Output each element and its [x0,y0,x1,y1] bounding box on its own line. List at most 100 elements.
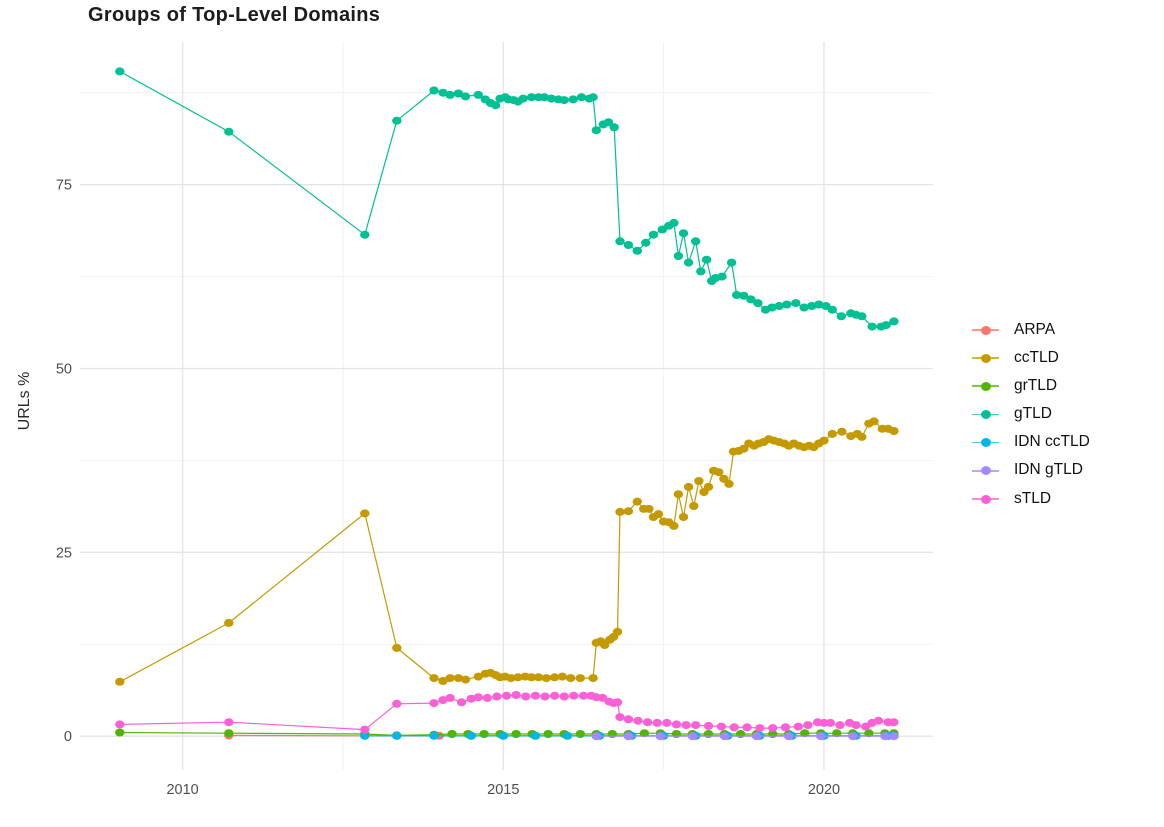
legend-key-icon [972,351,999,365]
data-point-stld [742,723,752,732]
legend-label: ARPA [1014,320,1056,338]
data-point-stld [473,693,483,702]
data-point-stld [716,722,727,731]
data-point-stld [652,718,662,727]
legend-key-icon [972,463,999,477]
data-point-stld [729,723,739,732]
data-point-gtld [526,93,537,102]
data-point-stld [530,691,541,700]
data-point-cctld [623,507,634,516]
legend-item-stld: sTLD [972,488,1090,509]
data-point-gtld [889,317,899,326]
data-point-cctld [429,674,439,683]
data-point-gtld [791,299,801,308]
legend-key-icon [972,379,999,393]
data-point-gtld [881,321,891,330]
data-point-gtld [429,86,439,95]
data-point-idn-gtld [623,732,634,741]
data-point-gtld [753,299,763,308]
data-point-idn-cctld [530,731,541,740]
data-point-gtld [867,322,877,331]
data-point-gtld [827,305,837,314]
legend-item-arpa: ARPA [972,319,1090,340]
data-point-gtld [746,295,756,304]
legend-label: grTLD [1014,376,1058,394]
data-point-gtld [460,92,471,101]
y-tick-label: 50 [56,361,72,377]
data-point-idn-cctld [498,731,508,740]
data-point-stld [825,718,836,727]
data-point-stld [671,720,682,729]
legend-item-idn-gtld: IDN gTLD [972,460,1090,481]
data-point-cctld [889,427,899,435]
data-point-idn-cctld [429,731,439,740]
legend-label: gTLD [1014,405,1052,423]
data-point-grtld [511,730,521,738]
data-point-cctld [678,513,689,521]
data-point-stld [501,691,512,700]
data-point-gtld [392,116,402,125]
series-line-grtld [119,731,894,737]
data-point-gtld [739,291,749,300]
data-point-cctld [683,482,694,491]
data-point-stld [793,722,803,731]
data-point-gtld [473,90,483,99]
data-point-gtld [445,90,455,99]
data-point-stld [703,721,714,730]
data-point-idn-gtld [880,732,890,741]
data-point-stld [803,721,813,730]
data-point-gtld [588,93,598,102]
data-point-stld [360,725,370,734]
data-point-gtld [782,300,792,309]
data-point-grtld [447,730,457,738]
data-point-cctld [703,482,714,491]
data-point-grtld [479,730,489,738]
data-point-gtld [615,237,625,246]
data-point-stld [115,720,125,729]
data-point-cctld [827,429,837,438]
legend-item-grtld: grTLD [972,375,1090,396]
data-point-gtld [546,94,557,103]
data-point-cctld [438,677,448,685]
data-point-stld [569,691,579,700]
legend-item-idn-cctld: IDN ccTLD [972,432,1090,453]
data-point-gtld [683,258,694,267]
data-point-gtld [696,267,706,276]
data-point-stld [482,693,492,702]
data-point-stld [662,718,672,727]
legend: ARPA ccTLD grTLD gTLD IDN ccTLD IDN gTLD sTLD [972,319,1090,509]
legend-key-icon [972,435,999,449]
data-point-stld [780,723,791,732]
data-point-gtld [799,303,809,312]
data-point-idn-cctld [360,731,370,740]
legend-item-gtld: gTLD [972,404,1090,425]
data-point-cctld [673,490,684,499]
data-point-idn-gtld [889,732,899,741]
data-point-cctld [588,674,598,683]
data-point-cctld [669,521,679,530]
data-point-gtld [857,312,867,321]
data-point-stld [681,721,691,730]
data-point-idn-cctld [392,731,402,740]
x-tick-label: 2020 [808,782,840,798]
data-point-stld [549,691,560,700]
data-point-stld [224,718,234,727]
legend-key-icon [972,323,999,337]
data-point-cctld [533,673,544,682]
data-point-gtld [726,258,737,267]
data-point-gtld [691,237,701,246]
data-point-cctld [557,672,567,681]
data-point-gtld [576,93,587,102]
data-point-gtld [438,88,448,97]
data-point-stld [633,716,643,725]
data-point-gtld [559,96,569,105]
data-point-idn-cctld [562,731,573,740]
data-point-cctld [392,643,402,652]
data-point-idn-gtld [591,732,601,741]
data-point-gtld [224,127,234,136]
data-point-stld [851,721,861,730]
y-tick-label: 75 [56,178,72,194]
data-point-stld [755,724,765,733]
data-point-cctld [869,417,879,426]
